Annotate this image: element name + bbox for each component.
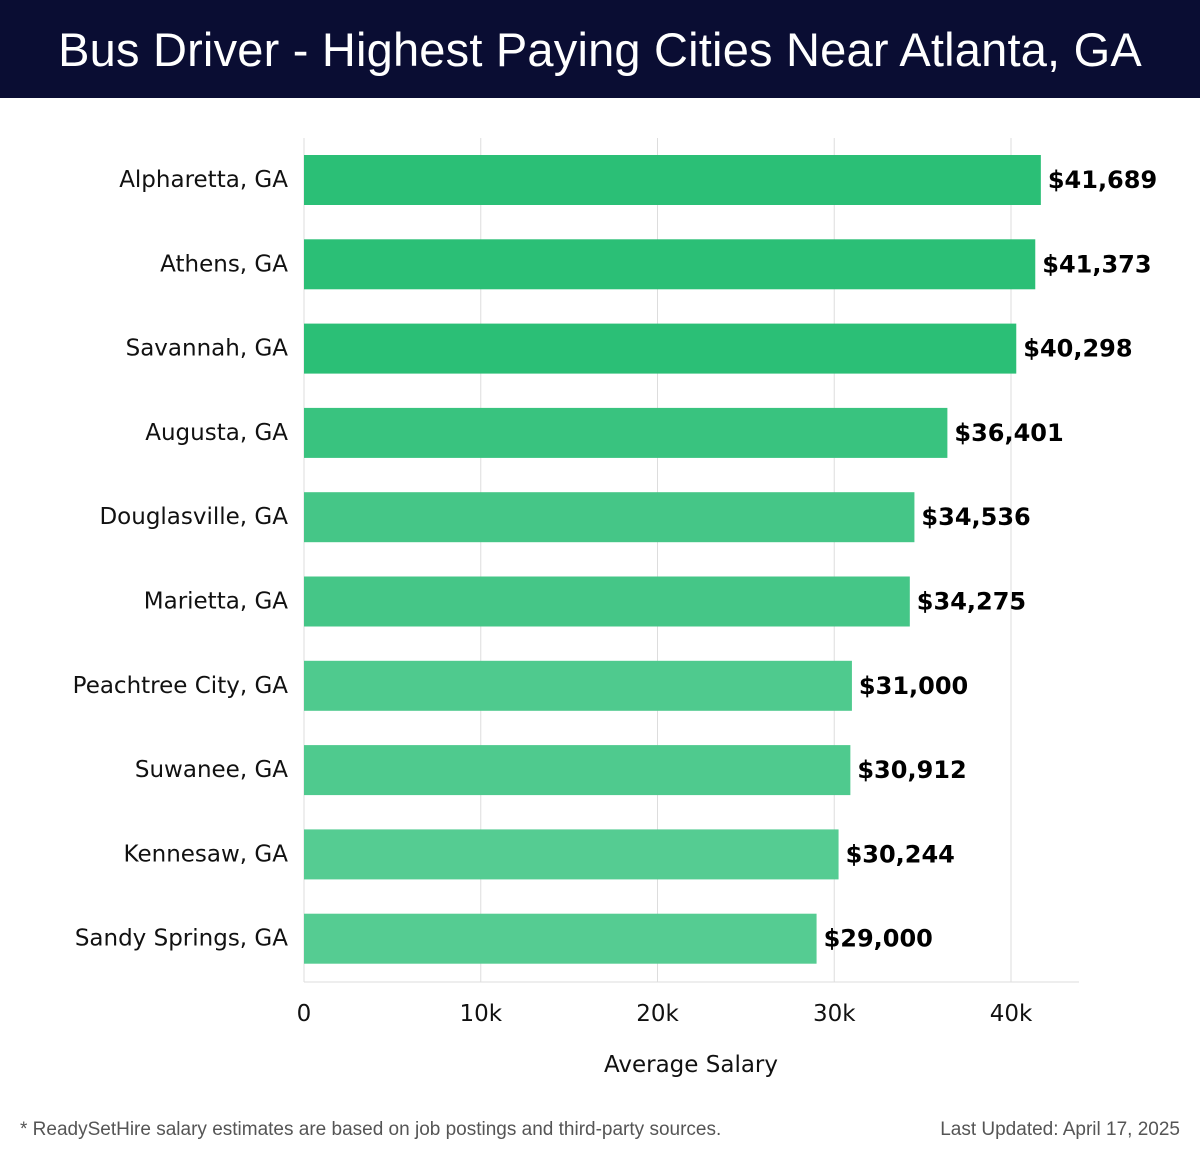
value-label: $41,689 — [1048, 166, 1157, 194]
chart-title: Bus Driver - Highest Paying Cities Near … — [58, 22, 1142, 76]
footer-note: * ReadySetHire salary estimates are base… — [20, 1119, 722, 1140]
value-label: $34,536 — [921, 503, 1030, 531]
x-tick-label: 40k — [990, 1001, 1033, 1027]
category-label: Sandy Springs, GA — [75, 926, 288, 952]
x-tick-label: 30k — [813, 1001, 856, 1027]
category-label: Douglasville, GA — [99, 504, 288, 530]
category-label: Peachtree City, GA — [73, 673, 289, 699]
last-updated: Last Updated: April 17, 2025 — [940, 1119, 1180, 1140]
value-label: $40,298 — [1023, 335, 1132, 363]
value-labels: $41,689 $41,373 $40,298 $36,401 $34,536 $34,2… — [824, 166, 1158, 953]
value-label: $29,000 — [824, 925, 933, 953]
value-label: $34,275 — [917, 588, 1026, 616]
value-label: $41,373 — [1042, 250, 1151, 278]
x-tick-label: 0 — [297, 1001, 312, 1027]
value-label: $30,912 — [857, 756, 966, 784]
value-label: $31,000 — [859, 672, 968, 700]
category-label: Athens, GA — [160, 251, 288, 277]
bar — [304, 407, 948, 458]
category-label: Savannah, GA — [126, 336, 289, 362]
category-label: Augusta, GA — [145, 420, 288, 446]
bars — [304, 155, 1041, 964]
bar-chart: Alpharetta, GA Athens, GA Savannah, GA Augu… — [73, 138, 1158, 1078]
bar — [304, 745, 851, 796]
category-label: Kennesaw, GA — [124, 841, 289, 867]
category-label: Suwanee, GA — [135, 757, 288, 783]
x-tick-labels: 0 10k 20k 30k 40k — [297, 1001, 1033, 1027]
bar — [304, 576, 910, 627]
bar — [304, 155, 1041, 205]
bar — [304, 492, 915, 543]
category-label: Alpharetta, GA — [119, 167, 288, 193]
bar — [304, 239, 1036, 290]
category-labels: Alpharetta, GA Athens, GA Savannah, GA Augu… — [73, 167, 289, 952]
value-label: $30,244 — [846, 840, 955, 868]
x-tick-label: 20k — [636, 1001, 679, 1027]
x-tick-label: 10k — [459, 1001, 502, 1027]
bar — [304, 660, 852, 711]
bar — [304, 829, 839, 880]
value-label: $36,401 — [954, 419, 1063, 447]
category-label: Marietta, GA — [144, 589, 289, 615]
bar — [304, 323, 1017, 374]
chart-header: Bus Driver - Highest Paying Cities Near … — [0, 0, 1200, 98]
bar — [304, 913, 817, 964]
x-axis-label: Average Salary — [604, 1052, 778, 1078]
